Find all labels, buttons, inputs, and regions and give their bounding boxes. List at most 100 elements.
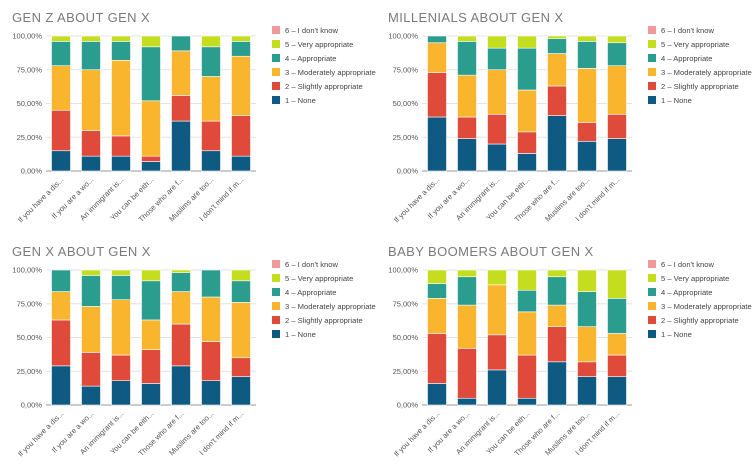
bar-segment [427,35,447,44]
bar-segment [231,35,251,42]
bar-segment [51,291,71,321]
stacked-bar-chart: 0,00%25,00%50,00%75,00%100,00%If you hav… [12,32,256,224]
bar-segment [577,269,597,292]
bar-segment [231,302,251,359]
bar-segment [171,269,191,273]
legend-item: 2 – Slightly appropriate [648,82,752,91]
legend-item: 3 – Moderately appropriate [648,302,752,311]
bar-segment [577,35,597,42]
legend-item: 1 – None [272,96,376,105]
bar-segment [111,275,131,301]
legend-swatch [648,274,656,282]
bar-segment [171,50,191,96]
bar-segment [517,397,537,406]
legend-item: 2 – Slightly appropriate [272,82,376,91]
legend-swatch [648,288,656,296]
y-tick-label: 100,00% [388,32,418,41]
legend-label: 4 – Appropriate [661,54,713,63]
y-tick-label: 50,00% [393,333,419,342]
stacked-bar-chart: 0,00%25,00%50,00%75,00%100,00%If you hav… [388,32,632,224]
bar-segment [577,141,597,172]
bar-segment [201,296,221,342]
legend-label: 3 – Moderately appropriate [285,302,376,311]
legend-label: 5 – Very appropriate [285,40,354,49]
bar-segment [201,35,221,48]
bar-segment [201,150,221,172]
bar-segment [547,326,567,363]
legend-swatch [272,316,280,324]
bar-segment [141,155,161,162]
legend-swatch [648,68,656,76]
bar-segment [81,35,101,42]
bar-segment [231,55,251,116]
bar-segment [51,35,71,42]
bar-segment [141,280,161,321]
legend-item: 5 – Very appropriate [272,274,376,283]
bar-segment [457,74,477,118]
bar-segment [487,284,507,336]
bar-segment [427,42,447,73]
bar-segment [577,291,597,327]
legend-swatch [648,260,656,268]
bar-segment [517,35,537,49]
bar-segment [201,380,221,406]
bar-segment [171,120,191,172]
legend-item: 3 – Moderately appropriate [272,302,376,311]
legend-label: 1 – None [661,330,692,339]
chart-title: BABY BOOMERS ABOUT GEN X [388,244,594,259]
legend-item: 1 – None [648,330,752,339]
bar-segment [517,153,537,172]
legend-label: 5 – Very appropriate [661,274,730,283]
bar-segment [487,269,507,286]
y-tick-label: 25,00% [17,133,43,142]
bar-segment [427,333,447,384]
y-tick-label: 75,00% [393,65,419,74]
bar-segment [231,280,251,303]
y-tick-label: 100,00% [12,266,42,275]
legend-label: 5 – Very appropriate [661,40,730,49]
legend-item: 4 – Appropriate [648,288,752,297]
bar-segment [141,46,161,102]
y-tick-label: 25,00% [17,367,43,376]
legend: 6 – I don't know 5 – Very appropriate 4 – … [272,26,376,110]
bar-segment [427,116,447,172]
y-tick-label: 75,00% [17,299,43,308]
bar-segment [607,269,627,299]
legend-swatch [648,54,656,62]
bar-segment [607,114,627,139]
legend-item: 4 – Appropriate [272,288,376,297]
bar-segment [141,383,161,406]
bar-segment [457,304,477,349]
bar-segment [231,115,251,157]
bar-segment [517,311,537,356]
legend-item: 1 – None [648,96,752,105]
legend-label: 4 – Appropriate [285,288,337,297]
bar-segment [141,161,161,172]
bar-segment [171,291,191,325]
legend-item: 6 – I don't know [272,260,376,269]
legend-item: 5 – Very appropriate [272,40,376,49]
bar-segment [577,68,597,123]
legend-label: 2 – Slightly appropriate [285,82,363,91]
bar-segment [81,352,101,387]
y-tick-label: 0,00% [397,167,419,176]
legend-item: 3 – Moderately appropriate [648,68,752,77]
bar-segment [141,319,161,350]
legend-label: 6 – I don't know [285,260,338,269]
bar-segment [487,47,507,71]
bar-segment [201,46,221,77]
legend: 6 – I don't know 5 – Very appropriate 4 – … [648,26,752,110]
bar-segment [141,349,161,384]
legend-label: 4 – Appropriate [661,288,713,297]
bar-segment [607,333,627,356]
bar-segment [607,354,627,377]
legend-item: 3 – Moderately appropriate [272,68,376,77]
bar-segment [547,38,567,54]
bar-segment [427,298,447,334]
legend-label: 1 – None [285,96,316,105]
legend-swatch [648,82,656,90]
chart-title: MILLENIALS ABOUT GEN X [388,10,564,25]
bar-segment [607,42,627,67]
y-tick-label: 75,00% [17,65,43,74]
y-tick-label: 25,00% [393,133,419,142]
